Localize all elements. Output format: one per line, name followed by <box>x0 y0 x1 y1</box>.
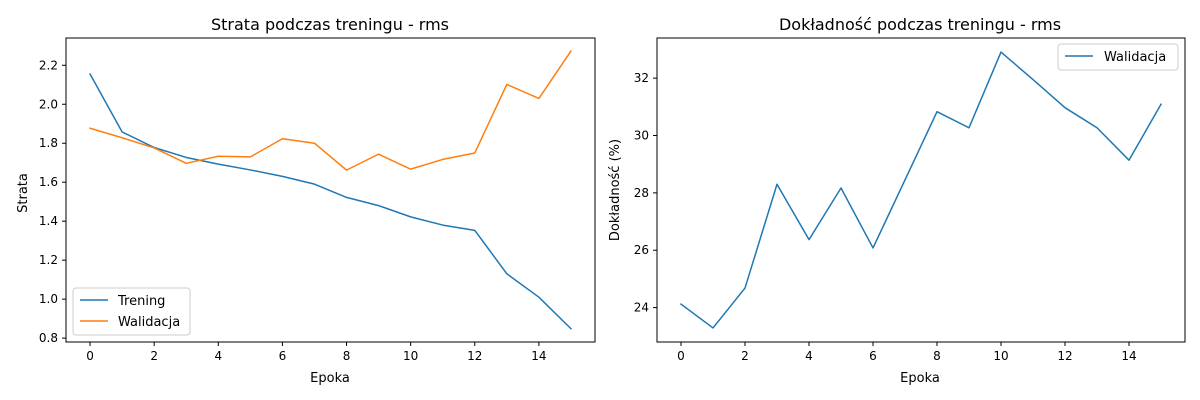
loss-series-line-walidacja <box>89 50 572 171</box>
accuracy-chart-title: Dokładność podczas treningu - rms <box>779 15 1061 34</box>
loss-chart-ylabel: Strata <box>16 173 31 213</box>
accuracy-chart: Dokładność podczas treningu - rms Epoka … <box>608 15 1186 386</box>
loss-y-ticks: 0.8 1.0 1.2 1.4 1.6 1.8 2.0 2.2 <box>39 58 66 345</box>
loss-y-tick-label: 0.8 <box>39 331 58 345</box>
accuracy-x-tick-label: 4 <box>805 349 813 363</box>
accuracy-x-tick-label: 12 <box>1057 349 1072 363</box>
loss-plot-frame <box>65 37 596 343</box>
loss-x-tick-label: 0 <box>86 349 94 363</box>
loss-x-tick-label: 12 <box>467 349 482 363</box>
accuracy-y-tick-label: 32 <box>634 71 649 85</box>
accuracy-x-tick-label: 8 <box>933 349 941 363</box>
loss-y-tick-label: 1.2 <box>39 253 58 267</box>
loss-x-tick-label: 4 <box>214 349 222 363</box>
accuracy-y-tick-label: 30 <box>634 129 649 143</box>
accuracy-x-tick-label: 0 <box>677 349 685 363</box>
accuracy-legend-box <box>1057 43 1179 71</box>
accuracy-y-tick-label: 24 <box>634 301 649 315</box>
loss-x-tick-label: 10 <box>403 349 418 363</box>
loss-y-tick-label: 1.8 <box>39 136 58 150</box>
loss-y-tick-label: 2.0 <box>39 97 58 111</box>
accuracy-y-ticks: 24 26 28 30 32 <box>634 71 657 315</box>
loss-y-tick-label: 1.0 <box>39 292 58 306</box>
accuracy-x-tick-label: 14 <box>1121 349 1136 363</box>
loss-chart-title: Strata podczas treningu - rms <box>211 15 449 34</box>
accuracy-series-line-walidacja <box>679 51 1163 329</box>
loss-x-tick-label: 14 <box>531 349 546 363</box>
loss-legend-label-trening: Trening <box>117 294 165 309</box>
accuracy-chart-xlabel: Epoka <box>900 371 940 386</box>
loss-x-tick-label: 8 <box>343 349 351 363</box>
accuracy-legend: Walidacja <box>1057 43 1179 71</box>
accuracy-series <box>679 51 1163 329</box>
loss-series <box>89 50 573 330</box>
loss-x-tick-label: 6 <box>279 349 287 363</box>
accuracy-x-ticks: 0 2 4 6 8 10 12 14 <box>677 342 1137 363</box>
loss-legend-label-walidacja: Walidacja <box>118 315 180 330</box>
loss-series-line-trening <box>89 73 573 330</box>
loss-chart-xlabel: Epoka <box>310 371 350 386</box>
loss-chart: Strata podczas treningu - rms Epoka Stra… <box>16 15 596 386</box>
accuracy-plot-frame <box>656 37 1186 343</box>
loss-y-tick-label: 1.6 <box>39 175 58 189</box>
loss-x-ticks: 0 2 4 6 8 10 12 14 <box>86 342 547 363</box>
loss-y-tick-label: 1.4 <box>39 214 58 228</box>
accuracy-x-tick-label: 2 <box>741 349 749 363</box>
loss-legend: Trening Walidacja <box>72 287 191 336</box>
loss-y-tick-label: 2.2 <box>39 58 58 72</box>
accuracy-chart-ylabel: Dokładność (%) <box>608 139 623 241</box>
accuracy-x-tick-label: 6 <box>869 349 877 363</box>
accuracy-y-tick-label: 28 <box>634 186 649 200</box>
accuracy-x-tick-label: 10 <box>993 349 1008 363</box>
accuracy-legend-label-walidacja: Walidacja <box>1104 50 1166 65</box>
accuracy-y-tick-label: 26 <box>634 243 649 257</box>
loss-x-tick-label: 2 <box>150 349 158 363</box>
